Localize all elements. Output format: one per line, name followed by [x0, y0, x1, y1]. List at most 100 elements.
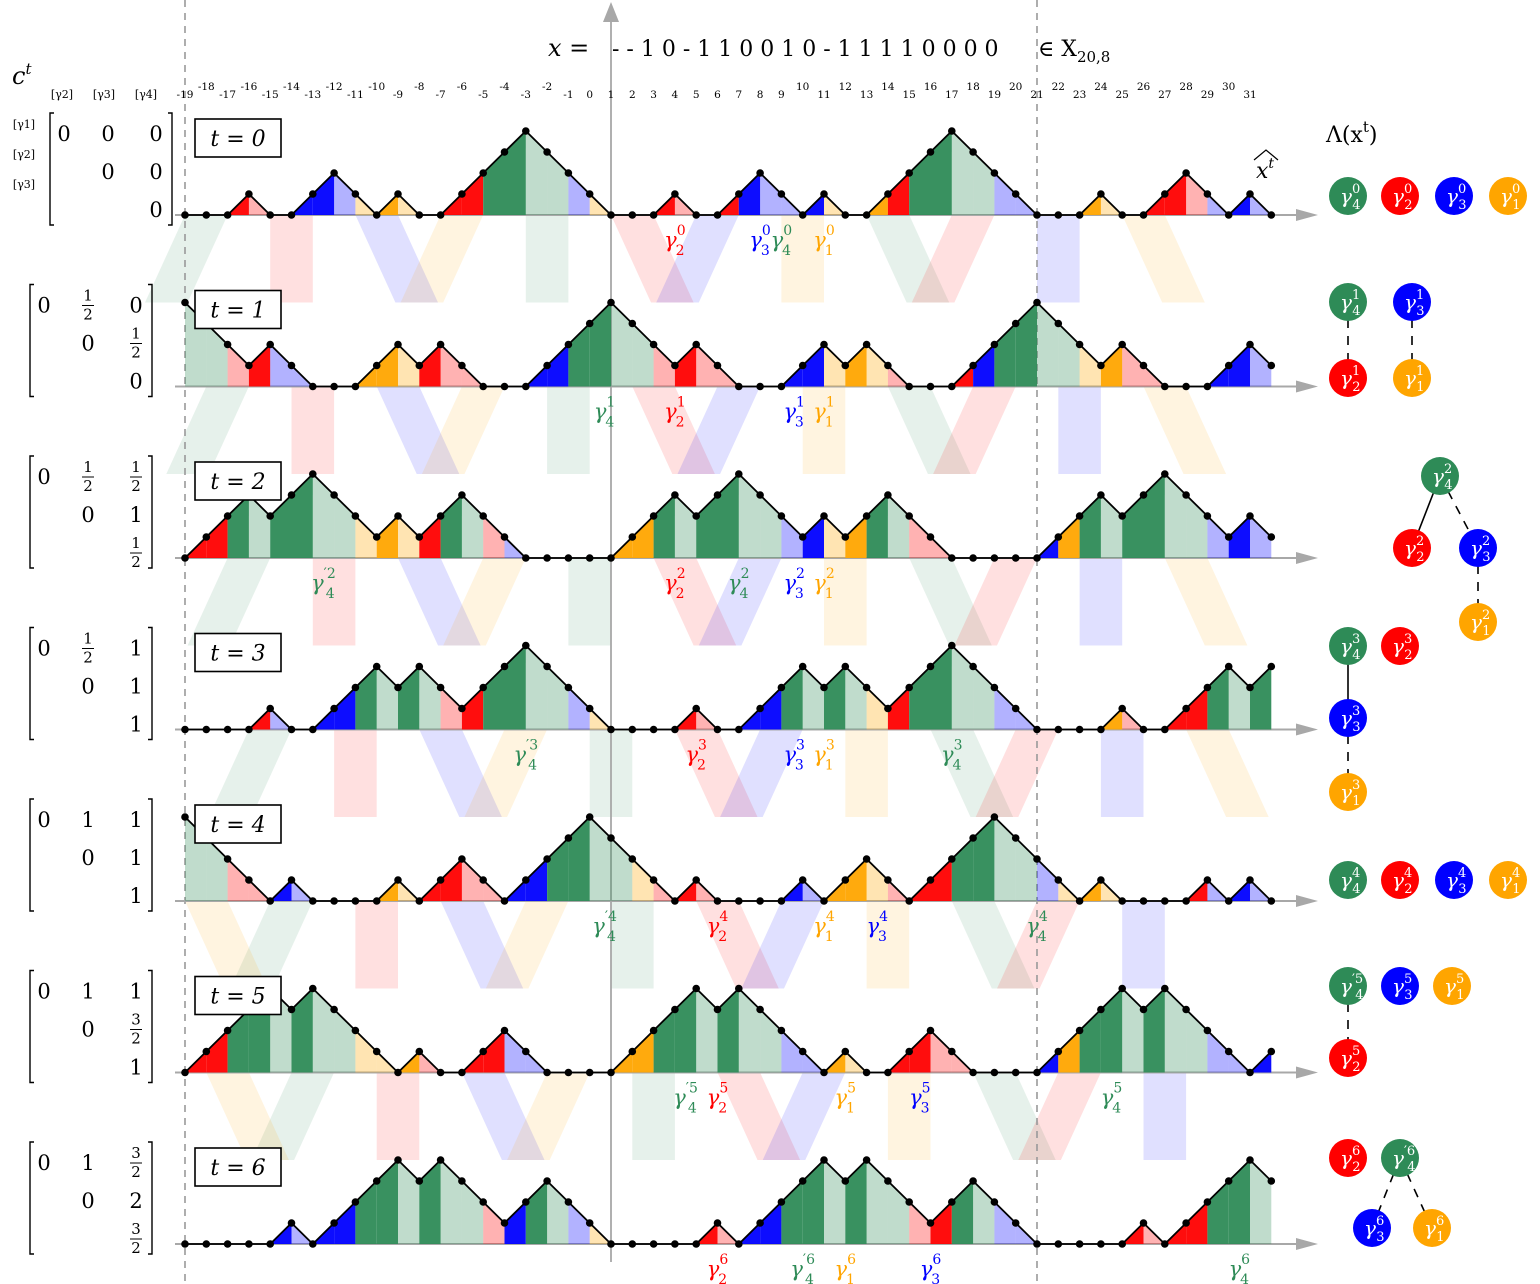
matrix-fraction: 32	[130, 1011, 142, 1048]
gamma-label: γ4 1	[813, 909, 835, 945]
transition-band	[419, 729, 502, 817]
path-vertex	[649, 340, 658, 349]
tick-label: -14	[283, 81, 300, 93]
path-region	[1100, 344, 1123, 387]
tree-node	[1329, 283, 1367, 321]
path-vertex	[777, 512, 786, 520]
path-vertex	[394, 683, 402, 692]
path-vertex	[1033, 1240, 1041, 1248]
path-vertex	[372, 361, 381, 370]
path-vertex	[1182, 897, 1190, 905]
transition-band	[866, 901, 910, 989]
path-vertex	[841, 361, 850, 370]
tick-label: -9	[393, 89, 403, 101]
t-label: t = 3	[210, 642, 265, 667]
path-region	[1015, 302, 1037, 387]
path-region	[994, 817, 1016, 901]
lambda-tree: γ3 4 γ3 2 γ3 3 γ3 1	[1329, 627, 1419, 811]
transition-band	[398, 558, 481, 646]
path-vertex	[436, 683, 445, 692]
tree-node-label: γ1 1	[1404, 364, 1425, 395]
path-region	[1250, 1160, 1272, 1244]
path-vertex	[884, 1068, 892, 1077]
path-vertex	[436, 1156, 445, 1164]
path-vertex	[245, 876, 253, 884]
path-vertex	[1267, 361, 1276, 370]
path-region	[504, 131, 526, 215]
path-region	[334, 495, 356, 558]
transition-band	[525, 215, 569, 303]
path-vertex	[990, 169, 999, 177]
path-vertex	[926, 662, 935, 671]
tree-node	[1329, 359, 1367, 397]
tick-label: 20	[1009, 81, 1022, 93]
path-region	[866, 344, 888, 387]
matrix-entry: 1	[81, 1151, 94, 1175]
path-vertex	[692, 512, 700, 520]
matrix-fraction: 32	[130, 1220, 142, 1257]
path-vertex	[181, 813, 189, 821]
path-vertex	[671, 1005, 679, 1014]
path-region	[1207, 1030, 1229, 1073]
path-vertex	[969, 662, 977, 671]
path-vertex	[543, 361, 551, 370]
tick-label: 29	[1201, 89, 1214, 101]
path-region	[1186, 1202, 1208, 1244]
t-label: t = 2	[210, 470, 265, 495]
path-vertex	[1161, 382, 1169, 391]
path-vertex	[905, 382, 913, 391]
path-region	[355, 516, 377, 558]
gamma-label: γ6 2	[707, 1252, 729, 1284]
lattice-path	[184, 987, 1272, 1074]
t-box	[194, 975, 282, 1016]
path-vertex	[1075, 725, 1084, 734]
path-vertex	[1161, 470, 1169, 478]
path-vertex	[735, 897, 743, 905]
path-region	[1037, 302, 1059, 387]
tick-label: 1	[608, 89, 615, 101]
path-region	[909, 1202, 931, 1244]
path-region	[1143, 988, 1165, 1073]
path-vertex	[735, 1240, 743, 1248]
tick-label: 0	[586, 89, 593, 101]
path-vertex	[713, 361, 722, 370]
tick-label: -19	[177, 89, 194, 101]
tree-node	[1433, 967, 1471, 1005]
path-region	[525, 131, 548, 215]
path-vertex	[1139, 211, 1148, 219]
path-vertex	[649, 211, 658, 219]
path-vertex	[948, 855, 956, 863]
path-region	[738, 173, 761, 215]
path-region	[674, 344, 697, 387]
path-vertex	[756, 1005, 764, 1014]
transition-band	[997, 901, 1080, 989]
path-region	[1058, 516, 1080, 558]
path-vertex	[351, 1026, 360, 1035]
matrix-entry: 1	[81, 808, 94, 832]
gamma-label: γ0 3	[749, 223, 770, 259]
tree-node	[1329, 627, 1367, 665]
path-vertex	[990, 1068, 999, 1077]
tree-node-label: γ3 4	[1340, 632, 1361, 663]
matrix-den: 2	[131, 553, 141, 571]
path-region	[909, 516, 931, 558]
path-vertex	[266, 340, 275, 349]
transition-band	[547, 386, 590, 474]
transition-band	[741, 901, 824, 989]
gamma-label: γ1 1	[813, 395, 834, 431]
matrix-bracket	[148, 626, 153, 741]
path-vertex	[628, 319, 637, 328]
t-box	[194, 289, 282, 330]
tree-node-label: γ2 1	[1470, 608, 1491, 639]
path-vertex	[926, 382, 935, 391]
tree-node-label: γ0 2	[1392, 182, 1413, 213]
path-vertex	[415, 1177, 424, 1185]
path-vertex	[564, 683, 573, 692]
path-vertex	[330, 704, 338, 713]
path-region	[1100, 988, 1123, 1073]
path-vertex	[564, 1068, 573, 1077]
path-vertex	[1118, 1240, 1126, 1248]
path-vertex	[1246, 512, 1254, 520]
tree-node-label: γ5 1	[1444, 972, 1465, 1003]
path-region	[802, 1160, 824, 1244]
